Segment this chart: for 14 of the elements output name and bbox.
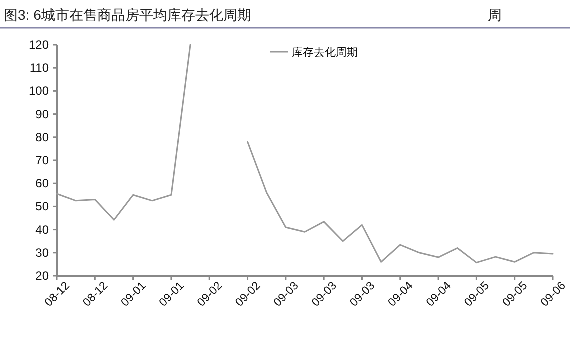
- legend-label: 库存去化周期: [292, 47, 358, 59]
- y-tick-label: 120: [28, 38, 50, 52]
- y-tick-label: 110: [30, 61, 50, 76]
- y-tick-label: 90: [36, 107, 50, 122]
- y-tick-label: 80: [36, 130, 50, 144]
- y-tick-label: 60: [36, 176, 50, 191]
- title: 图3: 6城市在售商品房平均库存去化周期: [4, 7, 252, 23]
- y-tick-label: 20: [36, 269, 50, 283]
- y-tick-label: 100: [28, 84, 50, 98]
- y-tick-label: 40: [36, 222, 50, 237]
- y-tick-label: 70: [36, 154, 50, 168]
- ylabel: 周: [488, 7, 502, 23]
- y-tick-label: 50: [36, 200, 50, 214]
- y-tick-label: 30: [36, 246, 50, 260]
